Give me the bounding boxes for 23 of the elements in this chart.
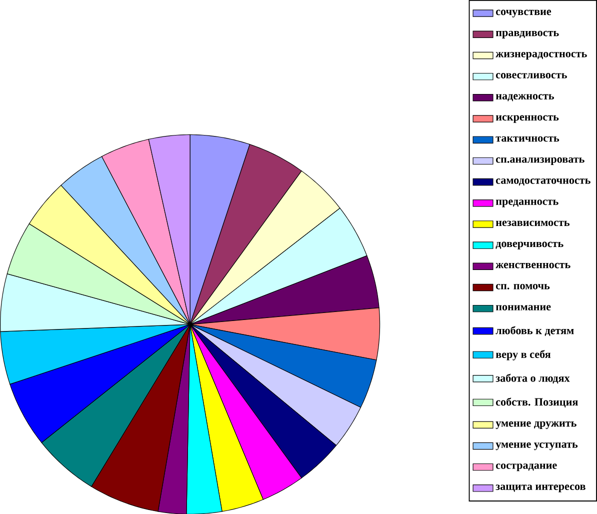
legend-label: жизнерадостность	[496, 52, 587, 60]
legend-label: сп. помочь	[496, 284, 550, 290]
legend-label: совестливость	[496, 72, 567, 78]
legend-label: тактичность	[496, 136, 560, 142]
legend-label: независимость	[496, 220, 570, 226]
legend-label: сочувствие	[496, 10, 552, 18]
legend-label: правдивость	[496, 30, 559, 38]
legend-label: сп.анализировать	[496, 157, 584, 165]
legend-label: забота о людях	[496, 374, 570, 384]
legend-label: надежность	[496, 94, 554, 102]
legend-label: сострадание	[496, 463, 557, 471]
legend-label: женственность	[496, 262, 570, 268]
legend-label: самодостаточность	[496, 178, 590, 186]
legend-label: защита интересов	[496, 484, 586, 492]
legend-label: умение уступать	[496, 442, 578, 450]
legend-label: умение дружить	[496, 421, 576, 429]
legend-label: веру в себя	[496, 350, 551, 360]
legend-label: искренность	[496, 115, 559, 123]
legend-label: доверчивость	[496, 242, 564, 250]
legend-label: любовь к детям	[496, 326, 574, 336]
legend-label: преданность	[496, 199, 558, 207]
legend-label: собств. Позиция	[496, 397, 578, 408]
legend-label: понимание	[496, 304, 551, 310]
